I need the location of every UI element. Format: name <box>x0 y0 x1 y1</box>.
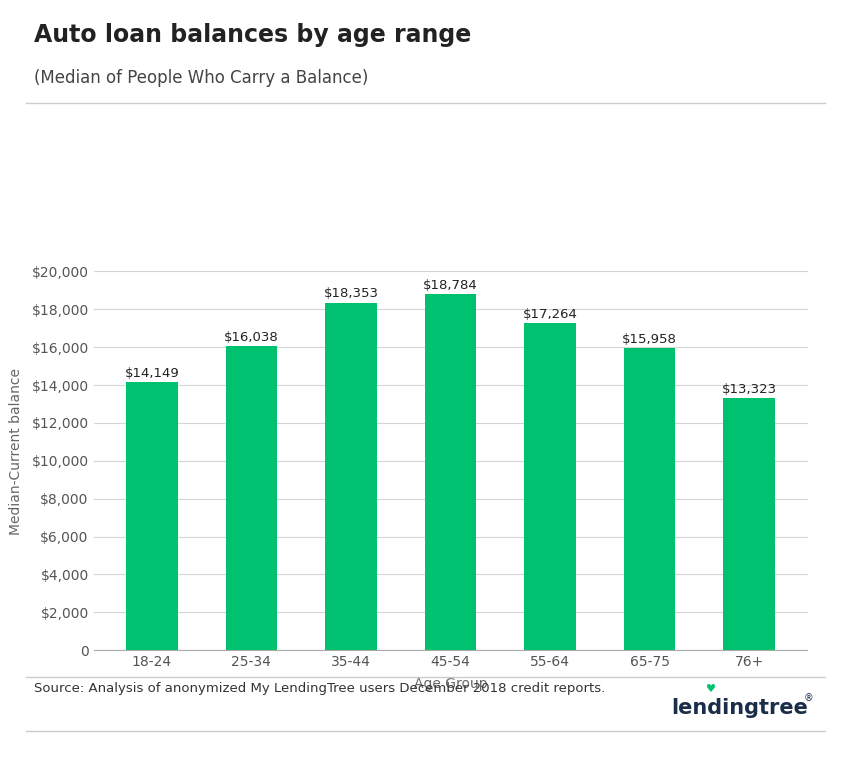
Text: $18,784: $18,784 <box>423 279 478 292</box>
Text: Source: Analysis of anonymized My LendingTree users December 2018 credit reports: Source: Analysis of anonymized My Lendin… <box>34 682 605 695</box>
Y-axis label: Median-Current balance: Median-Current balance <box>9 368 23 535</box>
Bar <box>524 324 576 650</box>
X-axis label: Age Group: Age Group <box>414 678 487 692</box>
Text: $14,149: $14,149 <box>124 367 179 380</box>
Text: $13,323: $13,323 <box>722 382 777 396</box>
Text: $16,038: $16,038 <box>224 331 279 344</box>
Text: ®: ® <box>803 693 813 704</box>
Text: $15,958: $15,958 <box>622 333 677 346</box>
Bar <box>225 347 277 650</box>
Bar <box>325 303 377 650</box>
Text: lendingtree: lendingtree <box>672 698 808 718</box>
Bar <box>126 382 178 650</box>
Text: Auto loan balances by age range: Auto loan balances by age range <box>34 23 471 47</box>
Text: ♥: ♥ <box>706 683 716 694</box>
Bar <box>624 348 676 650</box>
Text: (Median of People Who Carry a Balance): (Median of People Who Carry a Balance) <box>34 69 368 87</box>
Bar <box>723 398 775 650</box>
Text: $17,264: $17,264 <box>523 308 577 321</box>
Text: $18,353: $18,353 <box>324 288 378 301</box>
Bar <box>425 295 476 650</box>
